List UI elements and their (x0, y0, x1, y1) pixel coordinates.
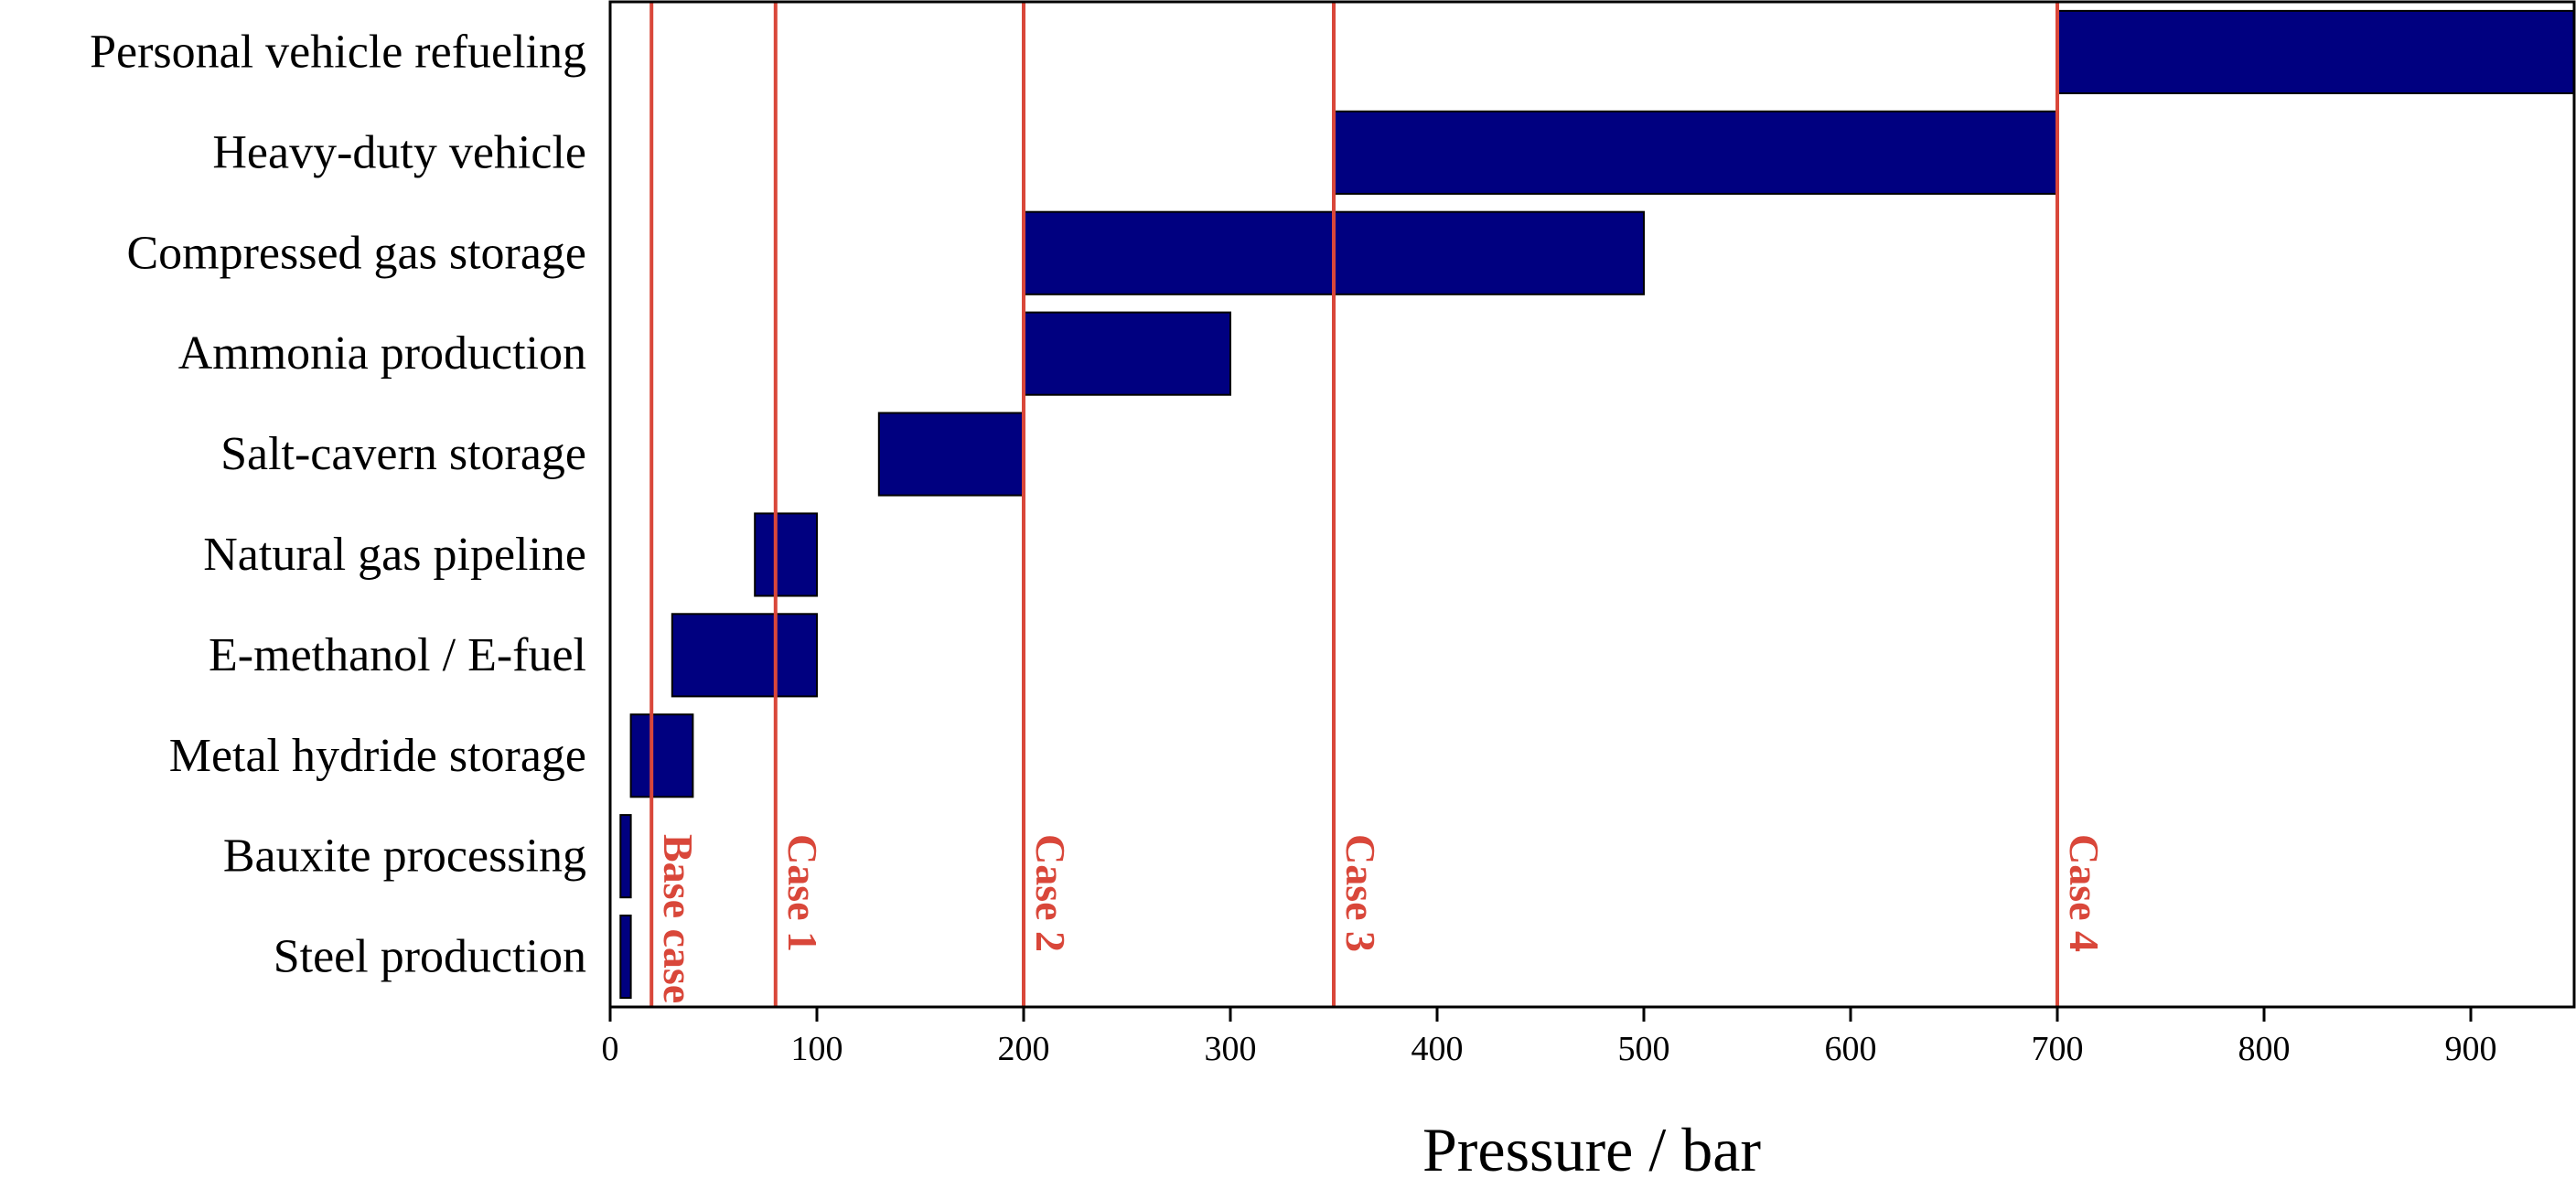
x-tick-label-9: 900 (2445, 1030, 2497, 1068)
category-label-9: Steel production (274, 931, 586, 983)
case-lines-layer: Base case Case 1 Case 2 Case 3 Case 4 (649, 2, 2108, 1007)
category-label-0: Personal vehicle refueling (90, 26, 586, 78)
x-axis-title: Pressure / bar (1422, 1115, 1761, 1178)
x-tick-label-3: 300 (1205, 1030, 1257, 1068)
case-label-4: Case 4 (2061, 834, 2108, 952)
case-label-2: Case 2 (1027, 834, 1074, 952)
case-label-0: Base case (655, 834, 702, 1003)
category-label-8: Bauxite processing (223, 830, 586, 883)
case-label-1: Case 1 (779, 834, 826, 952)
x-tick-label-7: 700 (2032, 1030, 2084, 1068)
category-labels: Personal vehicle refueling Heavy-duty veh… (90, 26, 586, 982)
bar-8 (619, 814, 632, 899)
x-axis: 0 100 200 300 400 500 600 700 800 900 (602, 1007, 2497, 1068)
plot-frame (608, 0, 2576, 1009)
bar-1 (1333, 110, 2058, 195)
x-tick-label-5: 500 (1618, 1030, 1670, 1068)
category-label-1: Heavy-duty vehicle (212, 126, 586, 178)
category-label-7: Metal hydride storage (169, 730, 586, 782)
bar-4 (877, 412, 1025, 497)
bar-3 (1023, 311, 1231, 396)
bar-0 (2056, 9, 2575, 95)
x-tick-label-8: 800 (2238, 1030, 2291, 1068)
x-tick-label-2: 200 (998, 1030, 1050, 1068)
bars-layer (619, 9, 2575, 1000)
case-label-3: Case 3 (1337, 834, 1384, 952)
x-tick-label-1: 100 (791, 1030, 843, 1068)
bar-9 (619, 914, 632, 1000)
bar-5 (754, 512, 819, 597)
bar-7 (629, 713, 694, 798)
bar-6 (671, 613, 818, 698)
category-label-4: Salt-cavern storage (220, 428, 586, 480)
x-tick-label-6: 600 (1825, 1030, 1877, 1068)
category-label-2: Compressed gas storage (126, 227, 586, 279)
category-label-6: E-methanol / E-fuel (209, 629, 586, 681)
category-label-3: Ammonia production (178, 327, 586, 380)
category-label-5: Natural gas pipeline (203, 529, 586, 581)
x-tick-label-4: 400 (1411, 1030, 1464, 1068)
x-tick-label-0: 0 (602, 1030, 619, 1068)
